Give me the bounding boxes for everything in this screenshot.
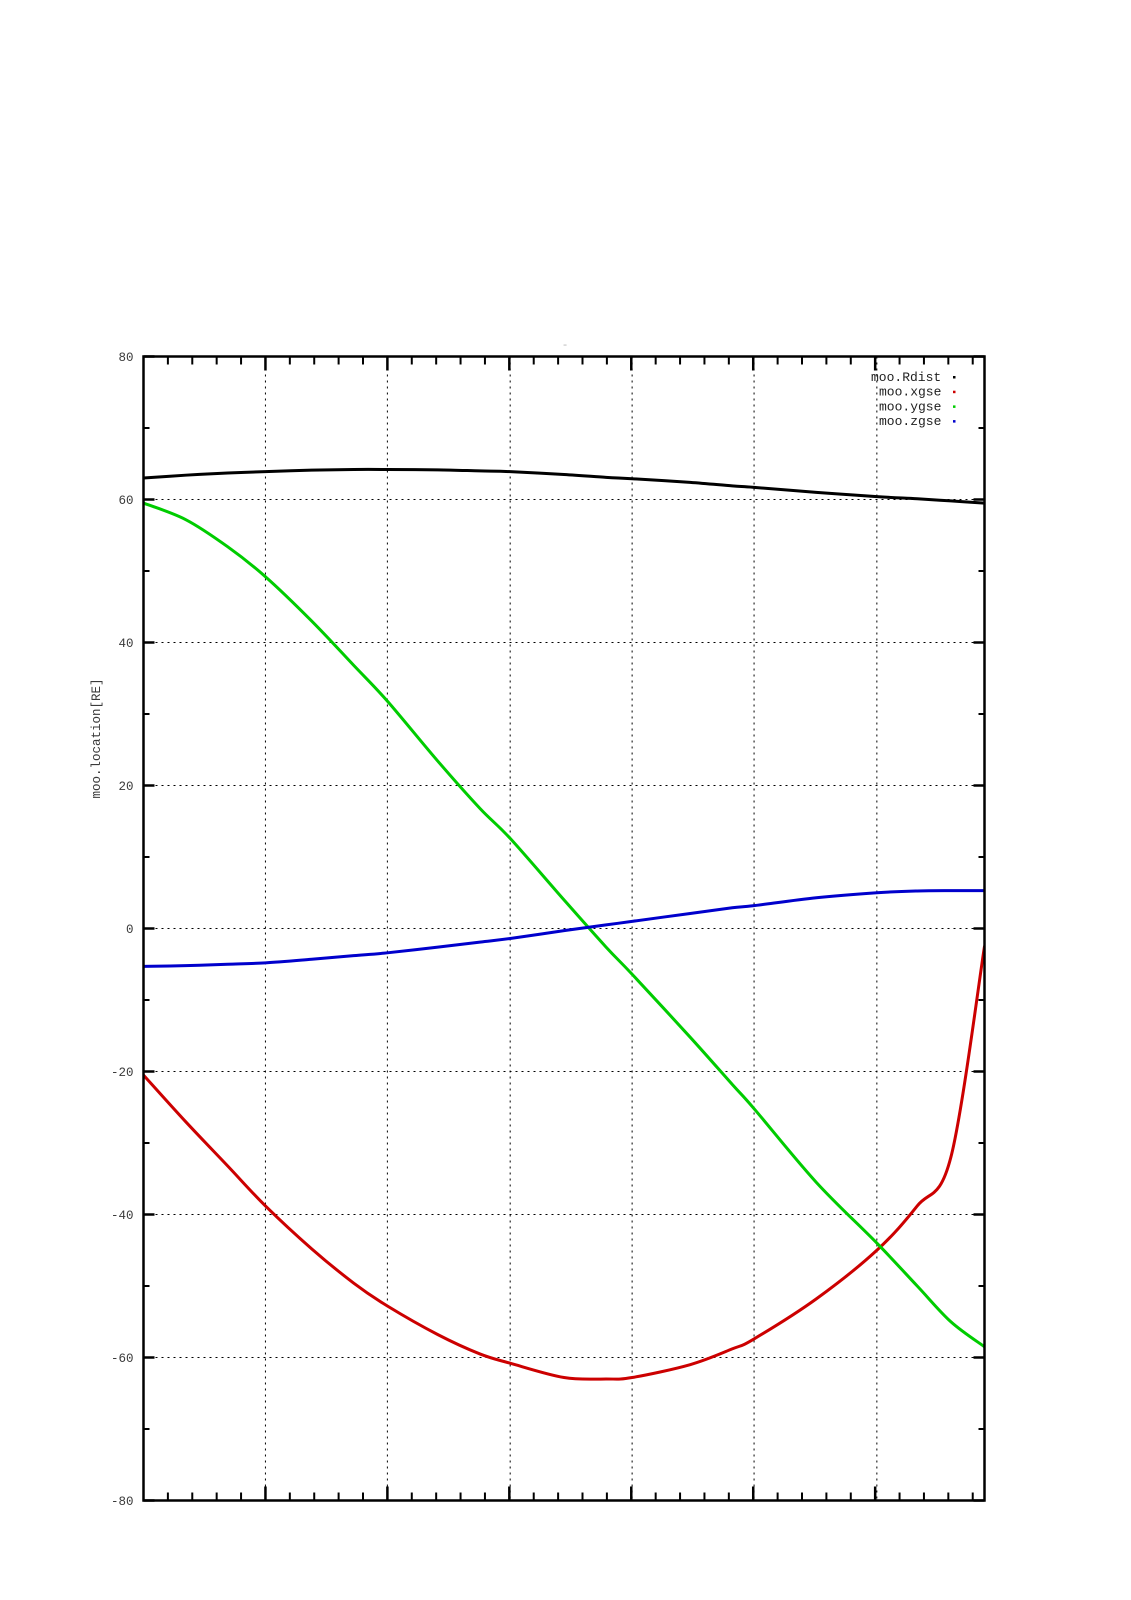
y-axis-title: moo.location[RE]	[90, 678, 104, 798]
legend-label-moo-Rdist: moo.Rdist	[871, 370, 941, 385]
y-axis-ticks	[143, 355, 985, 1502]
y-tick-label: 20	[118, 780, 133, 794]
y-tick-label: 80	[118, 351, 133, 365]
clip-right	[984, 0, 1131, 1600]
y-tick-label: 0	[126, 923, 134, 937]
legend-label-moo-ygse: moo.ygse	[879, 399, 941, 414]
legend-marker-moo-Rdist	[953, 376, 956, 379]
y-tick-label: -20	[111, 1066, 134, 1080]
clip-top	[0, 0, 1131, 357]
legend-marker-moo-zgse	[953, 420, 956, 423]
series-line-moo-Rdist	[142, 467, 986, 505]
grid-lines	[143, 356, 985, 1501]
legend-label-moo-xgse: moo.xgse	[879, 385, 941, 400]
y-tick-label: 40	[118, 637, 133, 651]
x-axis-ticks	[142, 356, 974, 1501]
y-tick-label: 60	[118, 494, 133, 508]
series-line-moo-zgse	[142, 889, 986, 968]
legend-marker-moo-ygse	[953, 405, 956, 408]
clip-left	[0, 0, 144, 1600]
y-tick-label: -40	[111, 1209, 134, 1223]
plot-title: -	[562, 340, 569, 352]
y-tick-labels: 80 60 40 20 0 -20 -40 -60 -80	[111, 351, 134, 1509]
y-tick-label: -60	[111, 1352, 134, 1366]
legend-label-moo-zgse: moo.zgse	[879, 414, 941, 429]
series-line-moo-ygse	[142, 501, 986, 1349]
y-tick-label: -80	[111, 1495, 134, 1509]
data-series-group	[142, 467, 986, 1381]
clip-bottom	[0, 1500, 1131, 1600]
series-line-moo-xgse	[142, 944, 986, 1381]
legend-marker-moo-xgse	[953, 390, 956, 394]
